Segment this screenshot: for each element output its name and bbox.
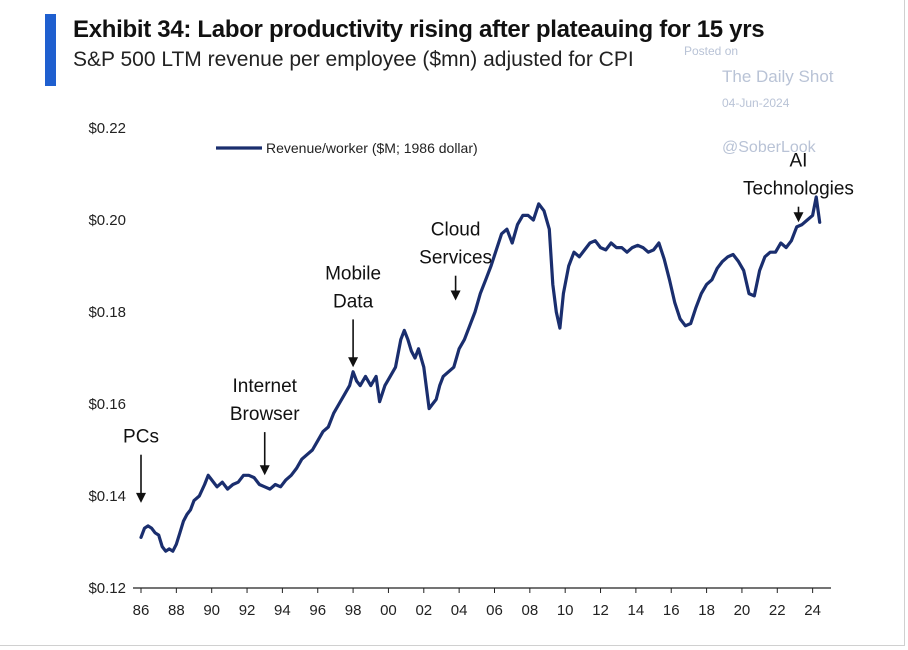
annotation-label: Services [419, 248, 492, 269]
x-tick-label: 00 [380, 602, 397, 619]
y-tick-label: $0.18 [88, 304, 126, 321]
x-tick-label: 22 [769, 602, 786, 619]
annotation-label: Data [333, 291, 374, 312]
annotation-arrow-head [348, 357, 359, 368]
chart-subtitle: S&P 500 LTM revenue per employee ($mn) a… [73, 48, 634, 71]
watermark-name: The Daily Shot [722, 67, 834, 86]
x-tick-label: 88 [168, 602, 185, 619]
watermark-date: 04-Jun-2024 [722, 96, 790, 110]
x-tick-label: 90 [203, 602, 220, 619]
x-tick-label: 12 [592, 602, 609, 619]
y-tick-label: $0.16 [88, 396, 126, 413]
chart-axes: $0.12 $0.14 $0.16 $0.18 $0.20 $0.22 86 88 90 92 94… [88, 120, 831, 619]
x-tick-label: 06 [486, 602, 503, 619]
x-tick-label: 92 [239, 602, 256, 619]
x-tick-label: 08 [521, 602, 538, 619]
watermark-handle: @SoberLook [722, 139, 816, 156]
annotation-label: Internet [233, 376, 298, 397]
x-tick-label: 24 [804, 602, 821, 619]
x-tick-label: 98 [345, 602, 362, 619]
x-tick-label: 04 [451, 602, 468, 619]
x-tick-label: 94 [274, 602, 291, 619]
x-tick-label: 20 [734, 602, 751, 619]
chart-title: Exhibit 34: Labor productivity rising af… [73, 16, 765, 43]
x-tick-label: 16 [663, 602, 680, 619]
x-tick-label: 86 [133, 602, 150, 619]
x-tick-label: 18 [698, 602, 715, 619]
y-tick-label: $0.22 [88, 120, 126, 137]
chart-plot-area [139, 195, 822, 553]
x-tick-label: 02 [415, 602, 432, 619]
y-tick-label: $0.20 [88, 212, 126, 229]
x-tick-label: 10 [557, 602, 574, 619]
annotation-arrow-head [793, 212, 804, 223]
x-tick-label: 96 [309, 602, 326, 619]
chart-legend: Revenue/worker ($M; 1986 dollar) [216, 140, 478, 156]
chart-annotations: PCs Internet Browser Mobile Data Cloud Service… [123, 151, 854, 503]
exhibit-accent-bar [45, 14, 56, 86]
y-tick-label: $0.14 [88, 488, 126, 505]
annotation-label: AI [790, 151, 808, 172]
annotation-label: Mobile [325, 263, 381, 284]
annotation-arrow-head [136, 492, 146, 503]
annotation-arrow-head [450, 290, 461, 301]
legend-label: Revenue/worker ($M; 1986 dollar) [266, 140, 478, 156]
series-line-revenue-per-worker [139, 195, 822, 553]
annotation-arrow-head [259, 465, 270, 476]
y-tick-label: $0.12 [88, 580, 126, 597]
annotation-label: Cloud [431, 220, 481, 241]
annotation-label: PCs [123, 427, 159, 448]
annotation-label: Browser [230, 404, 300, 425]
annotation-label: Technologies [743, 179, 854, 200]
watermark-posted: Posted on [684, 44, 739, 58]
x-tick-label: 14 [628, 602, 645, 619]
